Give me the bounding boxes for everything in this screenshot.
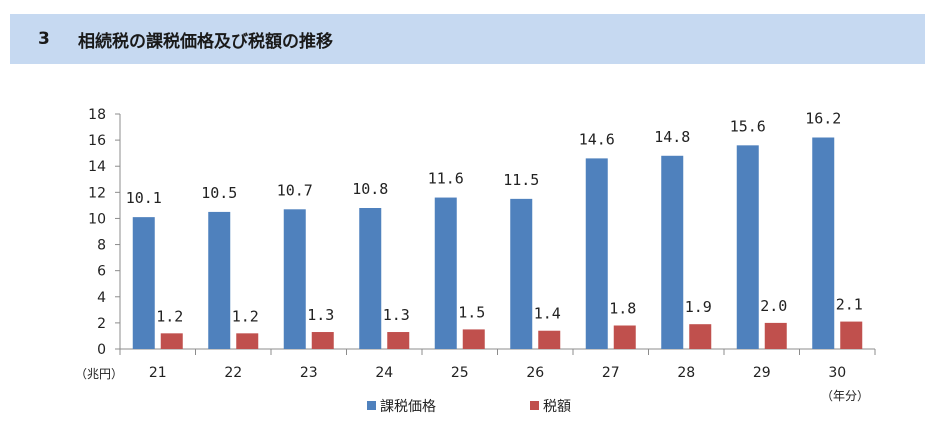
data-label-課税価格: 10.5 — [201, 184, 237, 202]
legend-swatch — [367, 401, 376, 410]
data-label-税額: 1.3 — [307, 306, 334, 324]
x-tick-label: 26 — [526, 365, 544, 381]
x-tick-label: 30 — [828, 365, 846, 381]
x-unit-label: （年分） — [821, 389, 869, 403]
chart-title: 相続税の課税価格及び税額の推移 — [78, 31, 333, 52]
bar-課税価格 — [434, 197, 457, 349]
legend-label: 課税価格 — [380, 399, 436, 415]
data-label-税額: 1.5 — [458, 303, 485, 321]
legend-swatch — [530, 401, 539, 410]
data-label-課税価格: 10.7 — [277, 181, 313, 199]
bar-税額 — [840, 321, 863, 349]
x-tick-label: 29 — [753, 365, 771, 381]
x-tick-label: 25 — [451, 365, 469, 381]
bar-課税価格 — [510, 198, 533, 349]
data-label-課税価格: 15.6 — [730, 117, 766, 135]
y-tick-label: 8 — [97, 238, 106, 254]
legend-label: 税額 — [543, 399, 571, 415]
data-label-課税価格: 10.1 — [126, 189, 162, 207]
bar-課税価格 — [661, 155, 684, 349]
y-tick-label: 16 — [88, 133, 106, 149]
bar-税額 — [764, 322, 787, 349]
bar-税額 — [160, 333, 183, 349]
data-label-税額: 1.2 — [232, 307, 259, 325]
data-label-課税価格: 16.2 — [805, 110, 841, 128]
bar-税額 — [613, 325, 636, 349]
section-number: 3 — [38, 29, 50, 49]
data-label-課税価格: 11.6 — [428, 170, 464, 188]
data-label-税額: 2.0 — [760, 297, 787, 315]
y-tick-label: 12 — [88, 185, 106, 201]
bar-税額 — [311, 332, 334, 349]
data-label-税額: 1.9 — [685, 298, 712, 316]
data-label-税額: 1.8 — [609, 300, 636, 318]
bar-課税価格 — [283, 209, 306, 349]
bar-税額 — [236, 333, 259, 349]
y-tick-label: 18 — [88, 107, 106, 123]
bar-税額 — [462, 329, 485, 349]
bar-課税価格 — [812, 137, 835, 349]
data-label-課税価格: 10.8 — [352, 180, 388, 198]
y-tick-label: 4 — [97, 290, 106, 306]
x-tick-label: 28 — [677, 365, 695, 381]
bar-課税価格 — [132, 217, 155, 349]
y-tick-label: 10 — [88, 211, 106, 227]
bar-課税価格 — [585, 158, 608, 349]
data-label-課税価格: 14.8 — [654, 128, 690, 146]
y-tick-label: 0 — [97, 342, 106, 358]
y-unit-label: （兆円） — [75, 367, 123, 381]
data-label-課税価格: 11.5 — [503, 171, 539, 189]
x-tick-label: 22 — [224, 365, 242, 381]
bar-課税価格 — [208, 211, 231, 349]
bar-税額 — [387, 332, 410, 349]
data-label-税額: 2.1 — [836, 296, 863, 314]
data-label-税額: 1.4 — [534, 305, 561, 323]
bar-税額 — [538, 330, 561, 349]
x-tick-label: 24 — [375, 365, 393, 381]
y-tick-label: 14 — [88, 159, 106, 175]
bar-税額 — [689, 324, 712, 349]
bar-課税価格 — [359, 208, 382, 349]
data-label-課税価格: 14.6 — [579, 130, 615, 148]
y-tick-label: 6 — [97, 264, 106, 280]
x-tick-label: 23 — [300, 365, 318, 381]
bar-課税価格 — [736, 145, 759, 349]
title-bar: 3 相続税の課税価格及び税額の推移 — [10, 14, 925, 64]
x-tick-label: 21 — [149, 365, 167, 381]
data-label-税額: 1.3 — [383, 306, 410, 324]
y-tick-label: 2 — [97, 316, 106, 332]
x-tick-label: 27 — [602, 365, 620, 381]
data-label-税額: 1.2 — [156, 307, 183, 325]
